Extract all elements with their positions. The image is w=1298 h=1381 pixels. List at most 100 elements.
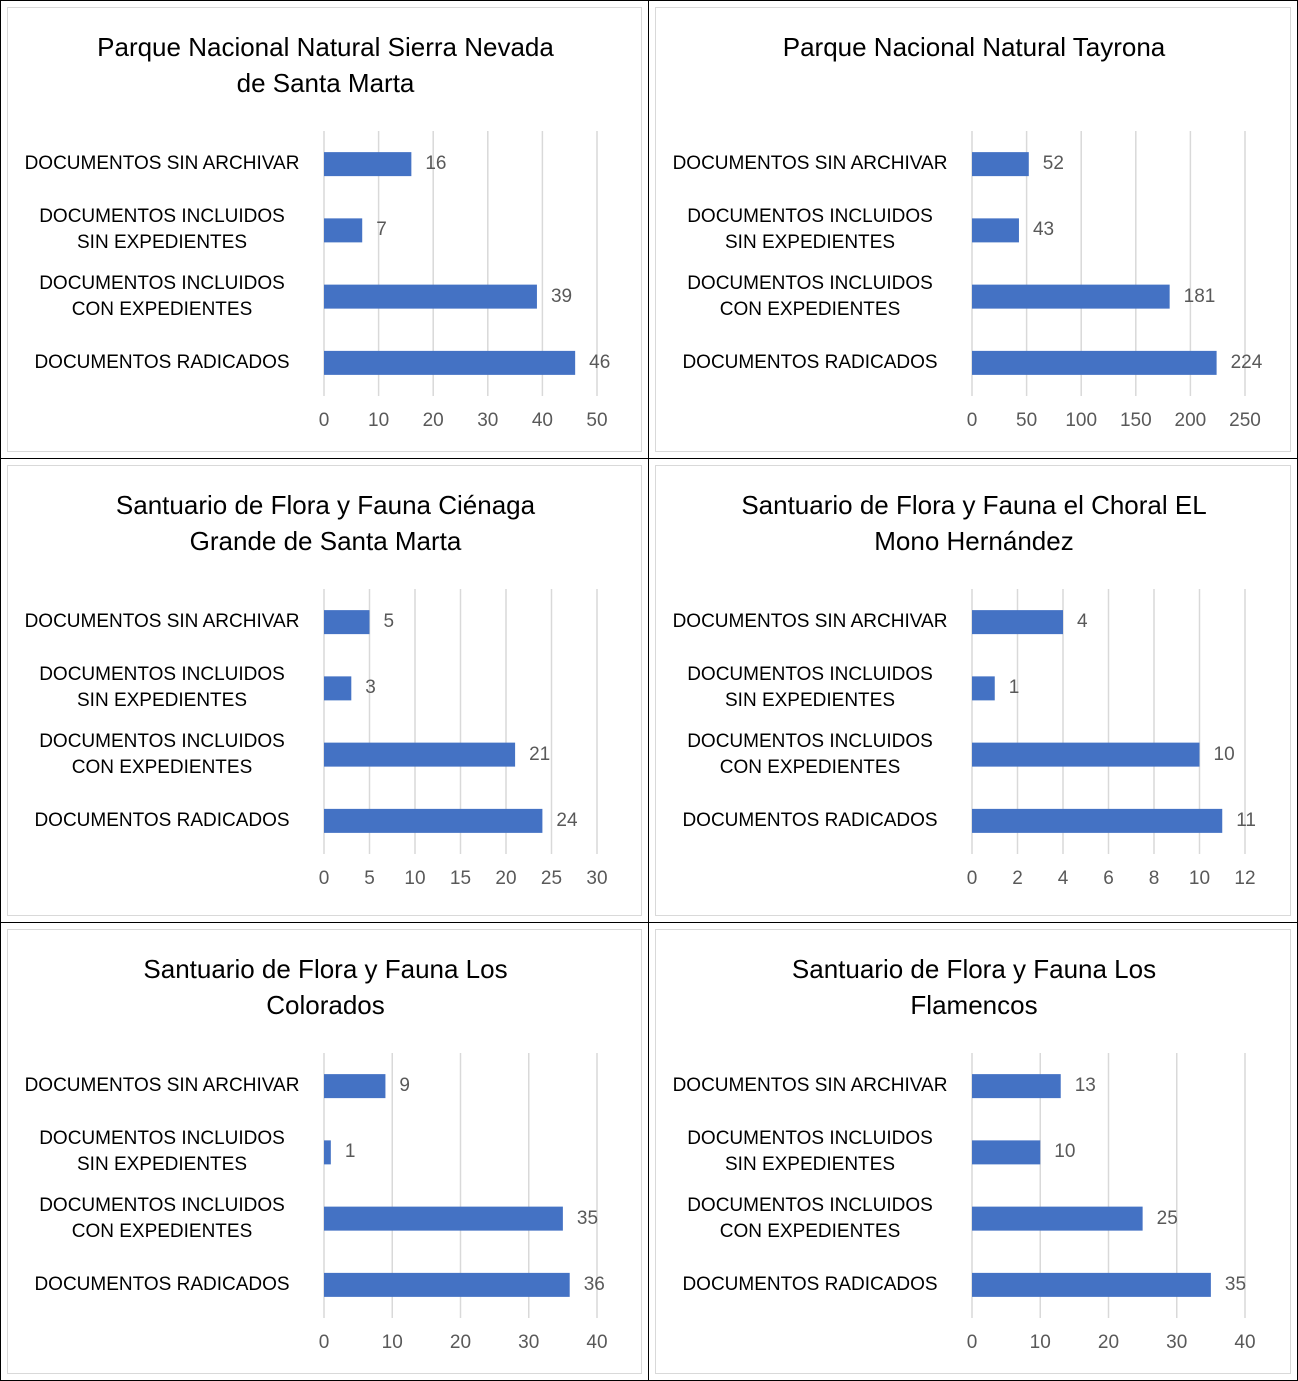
bar — [324, 742, 516, 767]
chart-frame — [7, 465, 642, 916]
x-tick-label: 20 — [449, 1332, 472, 1353]
chart — [971, 589, 1246, 854]
x-tick-label: 20 — [495, 868, 517, 889]
value-label: 181 — [1183, 285, 1216, 307]
x-tick-label: 30 — [477, 410, 499, 431]
value-label: 4 — [1077, 611, 1088, 633]
chart-cell: Santuario de Flora y Fauna el Choral EL … — [648, 458, 1298, 923]
bar — [324, 1140, 331, 1165]
value-label: 10 — [1054, 1141, 1076, 1163]
category-label: DOCUMENTOS SIN ARCHIVAR — [24, 153, 300, 175]
bar — [324, 676, 352, 701]
x-tick-label: 2 — [1012, 868, 1023, 889]
category-label: DOCUMENTOS INCLUIDOS CON EXPEDIENTES — [687, 1194, 933, 1242]
x-tick-label: 200 — [1174, 410, 1207, 431]
x-tick-label: 4 — [1057, 868, 1069, 889]
x-tick-label: 20 — [1097, 1332, 1120, 1353]
x-tick-label: 150 — [1119, 410, 1152, 431]
chart-frame — [7, 929, 642, 1374]
x-tick-label: 0 — [966, 1332, 978, 1353]
x-tick-label: 30 — [586, 868, 608, 889]
x-tick-label: 15 — [449, 868, 472, 889]
x-tick-label: 40 — [1234, 1332, 1256, 1353]
x-tick-label: 6 — [1103, 868, 1114, 889]
chart — [971, 131, 1246, 396]
value-label: 1 — [344, 1141, 356, 1163]
x-tick-label: 5 — [364, 868, 375, 889]
value-label: 5 — [383, 611, 395, 633]
category-label: DOCUMENTOS RADICADOS — [682, 1273, 938, 1295]
bar — [972, 284, 1170, 309]
bar — [324, 1206, 563, 1231]
bar — [324, 1074, 386, 1099]
bar — [972, 1140, 1041, 1165]
category-label: DOCUMENTOS SIN ARCHIVAR — [672, 611, 948, 633]
value-label: 10 — [1213, 743, 1235, 765]
value-label: 43 — [1032, 219, 1055, 241]
value-label: 52 — [1042, 153, 1064, 175]
bar — [972, 808, 1223, 833]
bar — [324, 1272, 570, 1297]
x-tick-label: 0 — [966, 410, 978, 431]
bar — [324, 284, 537, 309]
bar — [972, 1206, 1143, 1231]
category-label: DOCUMENTOS INCLUIDOS SIN EXPEDIENTES — [687, 664, 933, 712]
value-label: 35 — [576, 1207, 599, 1229]
value-label: 3 — [365, 677, 376, 699]
x-tick-label: 40 — [586, 1332, 608, 1353]
category-label: DOCUMENTOS RADICADOS — [34, 1273, 290, 1295]
category-label: DOCUMENTOS RADICADOS — [682, 809, 938, 831]
bar — [972, 152, 1029, 177]
x-tick-label: 250 — [1229, 410, 1261, 431]
bar — [972, 676, 995, 701]
chart-title: Santuario de Flora y Fauna Ciénaga Grand… — [115, 490, 536, 556]
x-tick-label: 40 — [531, 410, 553, 431]
value-label: 7 — [376, 219, 387, 241]
bar — [324, 152, 412, 177]
category-label: DOCUMENTOS SIN ARCHIVAR — [24, 611, 300, 633]
bar — [972, 218, 1019, 243]
value-label: 39 — [550, 285, 573, 307]
category-label: DOCUMENTOS RADICADOS — [682, 351, 938, 373]
chart — [323, 1053, 598, 1318]
x-tick-label: 0 — [318, 410, 330, 431]
chart-title: Santuario de Flora y Fauna Los Colorados — [143, 954, 508, 1020]
category-label: DOCUMENTOS RADICADOS — [34, 351, 290, 373]
category-label: DOCUMENTOS INCLUIDOS SIN EXPEDIENTES — [39, 206, 285, 254]
x-tick-label: 50 — [1016, 410, 1038, 431]
x-tick-label: 10 — [1188, 868, 1211, 889]
bar — [324, 218, 363, 243]
chart-frame — [655, 929, 1291, 1374]
category-label: DOCUMENTOS INCLUIDOS CON EXPEDIENTES — [687, 730, 933, 778]
chart-title: Santuario de Flora y Fauna el Choral EL … — [741, 490, 1207, 556]
x-tick-label: 10 — [381, 1332, 403, 1353]
bar — [972, 1074, 1061, 1099]
x-tick-label: 0 — [318, 868, 330, 889]
value-label: 25 — [1156, 1207, 1178, 1229]
bar — [972, 742, 1200, 767]
x-tick-label: 0 — [966, 868, 978, 889]
x-tick-label: 12 — [1234, 868, 1256, 889]
chart-cell: Parque Nacional Natural Sierra Nevada de… — [0, 0, 649, 459]
x-tick-label: 30 — [1166, 1332, 1188, 1353]
x-tick-label: 10 — [368, 410, 390, 431]
value-label: 13 — [1074, 1075, 1096, 1097]
value-label: 1 — [1008, 677, 1020, 699]
chart-frame — [655, 7, 1291, 452]
bar — [972, 1272, 1211, 1297]
value-label: 35 — [1224, 1273, 1247, 1295]
chart — [323, 131, 598, 396]
x-tick-label: 10 — [1029, 1332, 1051, 1353]
chart-cell: Santuario de Flora y Fauna Los Flamencos… — [648, 922, 1298, 1381]
value-label: 16 — [425, 153, 447, 175]
value-label: 21 — [529, 743, 551, 765]
category-label: DOCUMENTOS SIN ARCHIVAR — [24, 1075, 300, 1097]
value-label: 224 — [1230, 351, 1263, 373]
category-label: DOCUMENTOS INCLUIDOS CON EXPEDIENTES — [687, 272, 933, 320]
value-label: 46 — [589, 351, 611, 373]
value-label: 9 — [399, 1075, 410, 1097]
category-label: DOCUMENTOS INCLUIDOS CON EXPEDIENTES — [39, 1194, 285, 1242]
category-label: DOCUMENTOS INCLUIDOS CON EXPEDIENTES — [39, 730, 285, 778]
chart-cell: Santuario de Flora y Fauna Ciénaga Grand… — [0, 458, 649, 923]
